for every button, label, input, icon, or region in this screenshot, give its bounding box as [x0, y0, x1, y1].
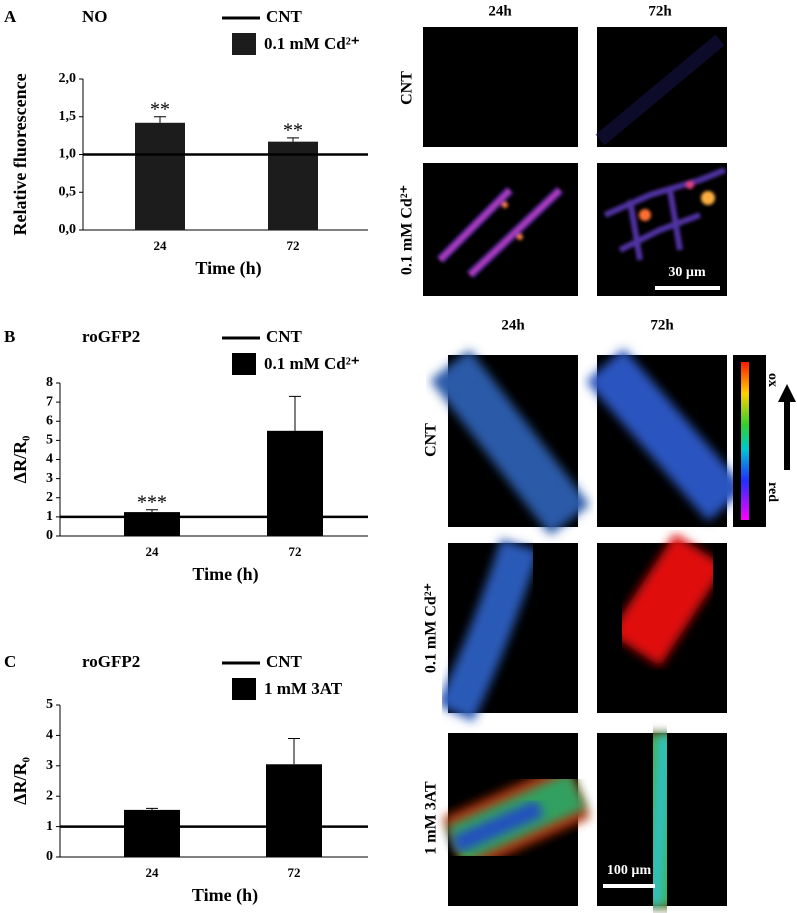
error-bar	[289, 395, 301, 431]
chart-title: roGFP2	[82, 327, 140, 346]
bar	[266, 764, 322, 857]
error-bar	[146, 807, 158, 810]
legend-label: CNT	[266, 652, 303, 671]
y-tick-label: 3	[46, 471, 53, 486]
significance: **	[283, 119, 303, 141]
image-detail	[603, 167, 727, 261]
y-tick-label: 0	[46, 528, 53, 543]
scale-bar-label: 30 µm	[668, 265, 706, 280]
significance: **	[150, 98, 170, 120]
colorbar-label: red	[765, 482, 780, 502]
y-axis-label: Relative fluorescence	[10, 73, 30, 235]
row-label: 0.1 mM Cd²⁺	[399, 185, 416, 275]
legend-label: 1 mM 3AT	[264, 679, 343, 698]
y-tick-label: 4	[46, 452, 53, 467]
y-axis-label: ΔR/R₀	[10, 436, 30, 484]
x-axis-label: Time (h)	[195, 258, 261, 279]
image-detail	[595, 34, 725, 146]
y-tick-label: 1,5	[59, 109, 77, 124]
image	[423, 163, 578, 296]
legend-label: 0.1 mM Cd²⁺	[264, 34, 360, 53]
image-detail	[451, 799, 544, 854]
panel-letter: A	[4, 7, 17, 26]
panel-letter: B	[4, 327, 15, 346]
error-bar	[287, 137, 299, 142]
y-tick-label: 7	[46, 394, 53, 409]
bar	[267, 430, 323, 536]
row-label: 0.1 mM Cd²⁺	[423, 583, 440, 673]
y-axis-label: ΔR/R₀	[10, 757, 30, 805]
x-tick-label: 24	[146, 544, 160, 559]
y-tick-label: 8	[46, 375, 53, 390]
x-tick-label: 72	[288, 865, 301, 880]
legend-swatch	[232, 678, 256, 700]
error-bar	[154, 116, 166, 123]
legend-swatch	[232, 33, 256, 55]
y-tick-label: 0,5	[59, 184, 77, 199]
y-tick-label: 2	[46, 490, 53, 505]
y-tick-label: 0,0	[59, 222, 77, 237]
bar	[135, 122, 185, 230]
y-tick-label: 4	[46, 728, 53, 743]
y-tick-label: 2	[46, 788, 53, 803]
x-tick-label: 72	[287, 238, 300, 253]
image-detail	[430, 349, 590, 536]
bar	[124, 809, 180, 857]
error-bar	[146, 509, 158, 513]
y-tick-label: 5	[46, 697, 53, 712]
colorbar-frame	[733, 355, 766, 527]
y-tick-label: 1	[46, 819, 53, 834]
y-tick-label: 3	[46, 758, 53, 773]
row-label: 1 mM 3AT	[423, 781, 440, 855]
x-axis-label: Time (h)	[192, 564, 258, 585]
image-detail	[586, 348, 746, 522]
row-label: CNT	[423, 423, 440, 457]
x-tick-label: 24	[154, 238, 168, 253]
y-tick-label: 2,0	[59, 71, 77, 86]
panel-letter: C	[4, 652, 16, 671]
error-bar	[288, 737, 300, 765]
colorbar	[741, 362, 749, 520]
column-header: 72h	[648, 3, 672, 19]
x-tick-label: 24	[146, 865, 160, 880]
y-tick-label: 5	[46, 433, 53, 448]
row-label: CNT	[399, 71, 416, 105]
legend-label: CNT	[266, 327, 303, 346]
legend-swatch	[232, 353, 256, 375]
image-detail	[609, 533, 726, 667]
legend-label: 0.1 mM Cd²⁺	[264, 354, 360, 373]
column-header: 24h	[488, 3, 512, 19]
chart-title: roGFP2	[82, 652, 140, 671]
bar	[268, 141, 318, 230]
x-tick-label: 72	[289, 544, 302, 559]
y-tick-label: 1,0	[59, 147, 77, 162]
column-header: 72h	[650, 317, 674, 333]
column-header: 24h	[501, 317, 525, 333]
image	[423, 27, 578, 147]
scale-bar-label: 100 µm	[607, 863, 652, 878]
image-detail	[436, 186, 564, 279]
x-axis-label: Time (h)	[192, 885, 258, 906]
colorbar-label: ox	[765, 373, 780, 387]
y-tick-label: 0	[46, 849, 53, 864]
image-detail	[647, 734, 673, 907]
image-detail	[436, 538, 540, 722]
y-tick-label: 6	[46, 413, 53, 428]
arrow-head	[778, 384, 796, 402]
micrographs: 24h 72h CNT 0.1 mM Cd²⁺ 30 µm 24h 72h CN…	[399, 3, 796, 909]
significance: ***	[137, 491, 167, 513]
legend-label: CNT	[266, 7, 303, 26]
y-tick-label: 1	[46, 509, 53, 524]
chart-title: NO	[82, 7, 108, 26]
